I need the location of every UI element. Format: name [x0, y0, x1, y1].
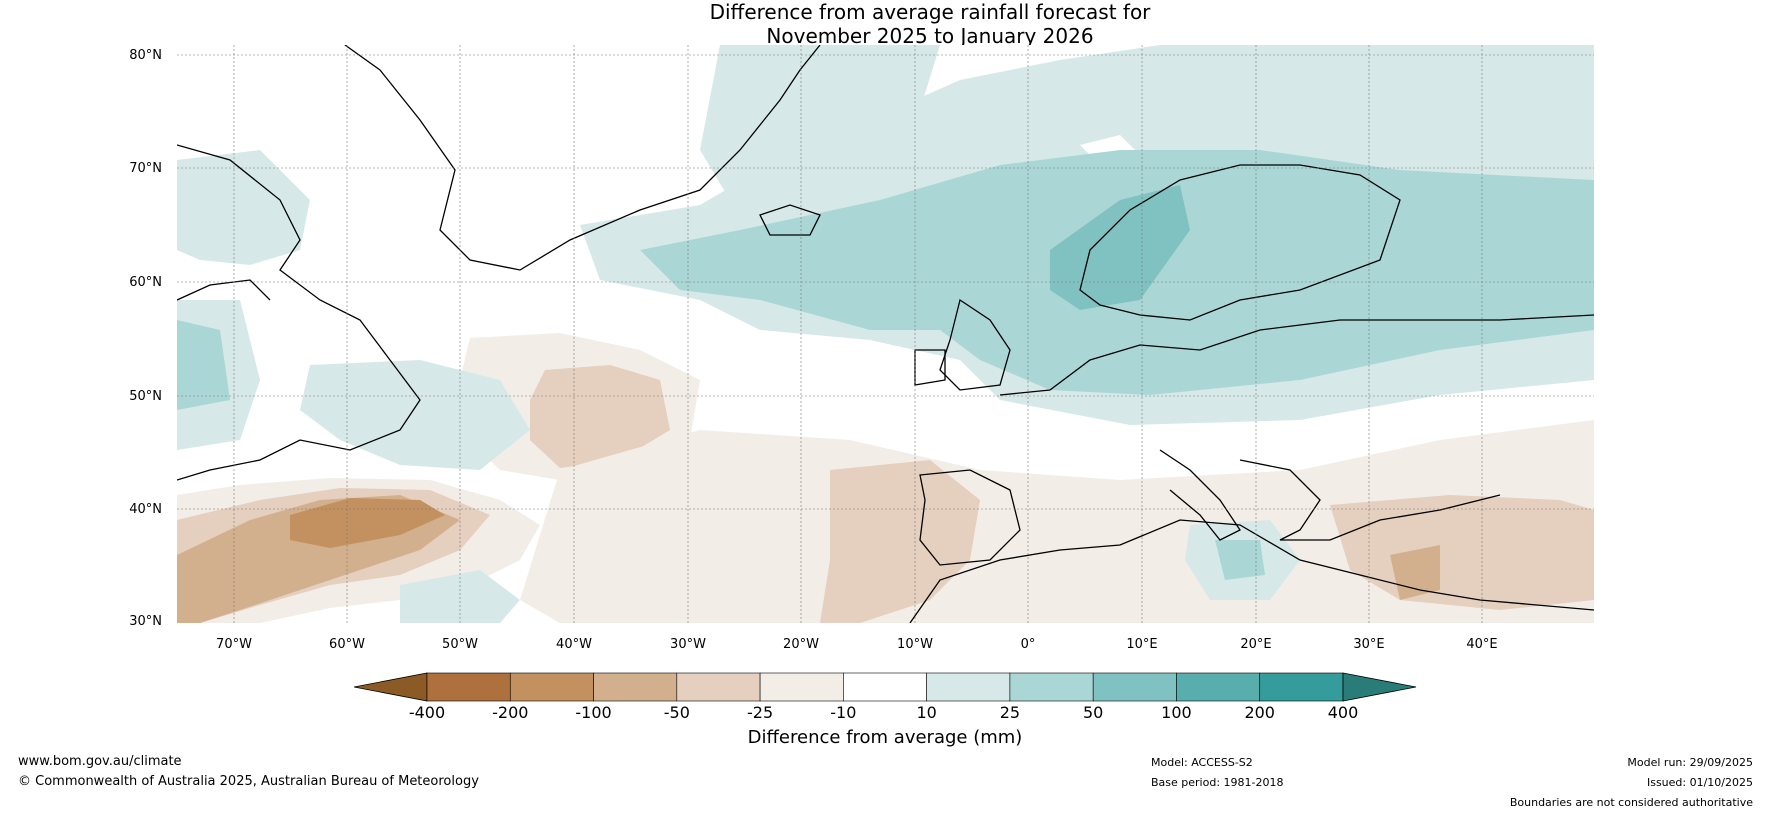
dry-anomaly-areas [177, 333, 1594, 623]
colorbar-segment [593, 672, 678, 702]
greenland-coast [344, 45, 821, 271]
colorbar-segment [926, 672, 1011, 702]
disclaimer-text: Boundaries are not considered authoritat… [1509, 796, 1753, 809]
lat-tick-60n: 60°N [129, 275, 162, 290]
iceland-coast [759, 204, 821, 236]
europe-coast [999, 314, 1594, 396]
colorbar-label: Difference from average (mm) [747, 727, 1023, 748]
lat-tick-40n: 40°N [129, 502, 162, 517]
colorbar-tick-label: -200 [492, 703, 529, 722]
colorbar-tick-label: 100 [1161, 703, 1192, 722]
model-run-text: Model run: 29/09/2025 [1627, 756, 1753, 769]
lat-tick-80n: 80°N [129, 48, 162, 63]
dry-area-west-atlantic-peak [290, 498, 445, 548]
canada-coast [177, 144, 421, 481]
scandinavia-coast [1079, 164, 1401, 321]
colorbar-segment [843, 672, 927, 702]
lat-tick-30n: 30°N [129, 614, 162, 629]
colorbar-segment [1092, 672, 1177, 702]
model-text: Model: ACCESS-S2 [1151, 756, 1253, 769]
colorbar-segment [676, 672, 761, 702]
colorbar-segment [1259, 672, 1344, 702]
colorbar-segments [353, 672, 1417, 702]
lon-tick-0: 0° [1020, 637, 1036, 652]
colorbar-tick-label: -50 [663, 703, 690, 722]
colorbar-segment [1176, 672, 1261, 702]
colorbar-tick-label: -400 [408, 703, 446, 722]
colorbar-segment [509, 672, 594, 702]
lon-tick-40w: 40°W [556, 637, 592, 652]
dry-area-iberia [820, 460, 980, 623]
graticule [177, 45, 1594, 623]
wet-area-south-atlantic [400, 570, 520, 623]
lon-tick-10w: 10°W [897, 637, 933, 652]
colorbar-tick-label: 200 [1244, 703, 1275, 722]
lon-tick-20e: 20°E [1240, 637, 1272, 652]
wet-area-norway-core [1050, 185, 1190, 310]
iberia-coast [919, 469, 1021, 566]
base-period-text: Base period: 1981-2018 [1151, 776, 1284, 789]
lon-tick-30w: 30°W [670, 637, 706, 652]
lon-tick-50w: 50°W [442, 637, 478, 652]
lon-tick-40e: 40°E [1466, 637, 1498, 652]
colorbar-tick-label: 10 [916, 703, 937, 722]
colorbar-tick-label: 400 [1327, 703, 1359, 722]
lon-tick-70w: 70°W [216, 637, 252, 652]
hudson-coast [177, 279, 271, 301]
lon-tick-30e: 30°E [1353, 637, 1385, 652]
lat-tick-70n: 70°N [129, 161, 162, 176]
colorbar-segment [426, 672, 511, 702]
copyright-text: © Commonwealth of Australia 2025, Austra… [18, 774, 479, 789]
colorbar-segment [759, 672, 844, 702]
wet-area-newfoundland [300, 360, 530, 470]
colorbar-segment [1009, 672, 1094, 702]
colorbar-tick-label: -25 [747, 703, 774, 722]
lon-tick-10e: 10°E [1126, 637, 1158, 652]
website-text: www.bom.gov.au/climate [18, 754, 182, 769]
colorbar-tick-label: 25 [999, 703, 1021, 722]
title-line-1: Difference from average rainfall forecas… [709, 0, 1151, 24]
dry-area-mid-atlantic-north-core [530, 365, 670, 468]
italy-coast [1159, 449, 1241, 541]
wet-area-labrador [177, 150, 310, 265]
colorbar-extend-high [1342, 672, 1417, 702]
lon-tick-60w: 60°W [329, 637, 365, 652]
colorbar-tick-label: 50 [1082, 703, 1104, 722]
britain-coast [939, 298, 1011, 391]
lat-tick-50n: 50°N [129, 389, 162, 404]
colorbar-tick-label: -100 [575, 703, 612, 722]
colorbar-tick-label: -10 [830, 703, 857, 722]
balkans-coast [1239, 459, 1501, 541]
wet-area-greenland [700, 45, 940, 200]
map-title: Difference from average rainfall forecas… [0, 0, 1770, 48]
wet-area-central-med-core [1215, 540, 1265, 580]
wet-area-hudson-core [177, 320, 230, 410]
colorbar-extend-low [353, 672, 428, 702]
lon-tick-20w: 20°W [783, 637, 819, 652]
issued-text: Issued: 01/10/2025 [1646, 776, 1753, 789]
wet-anomaly-areas [177, 45, 1594, 623]
africa-coast [909, 519, 1594, 623]
dry-area-central-atlantic [520, 420, 1594, 623]
title-line-2: November 2025 to January 2026 [766, 24, 1094, 48]
coastlines [177, 45, 1594, 623]
